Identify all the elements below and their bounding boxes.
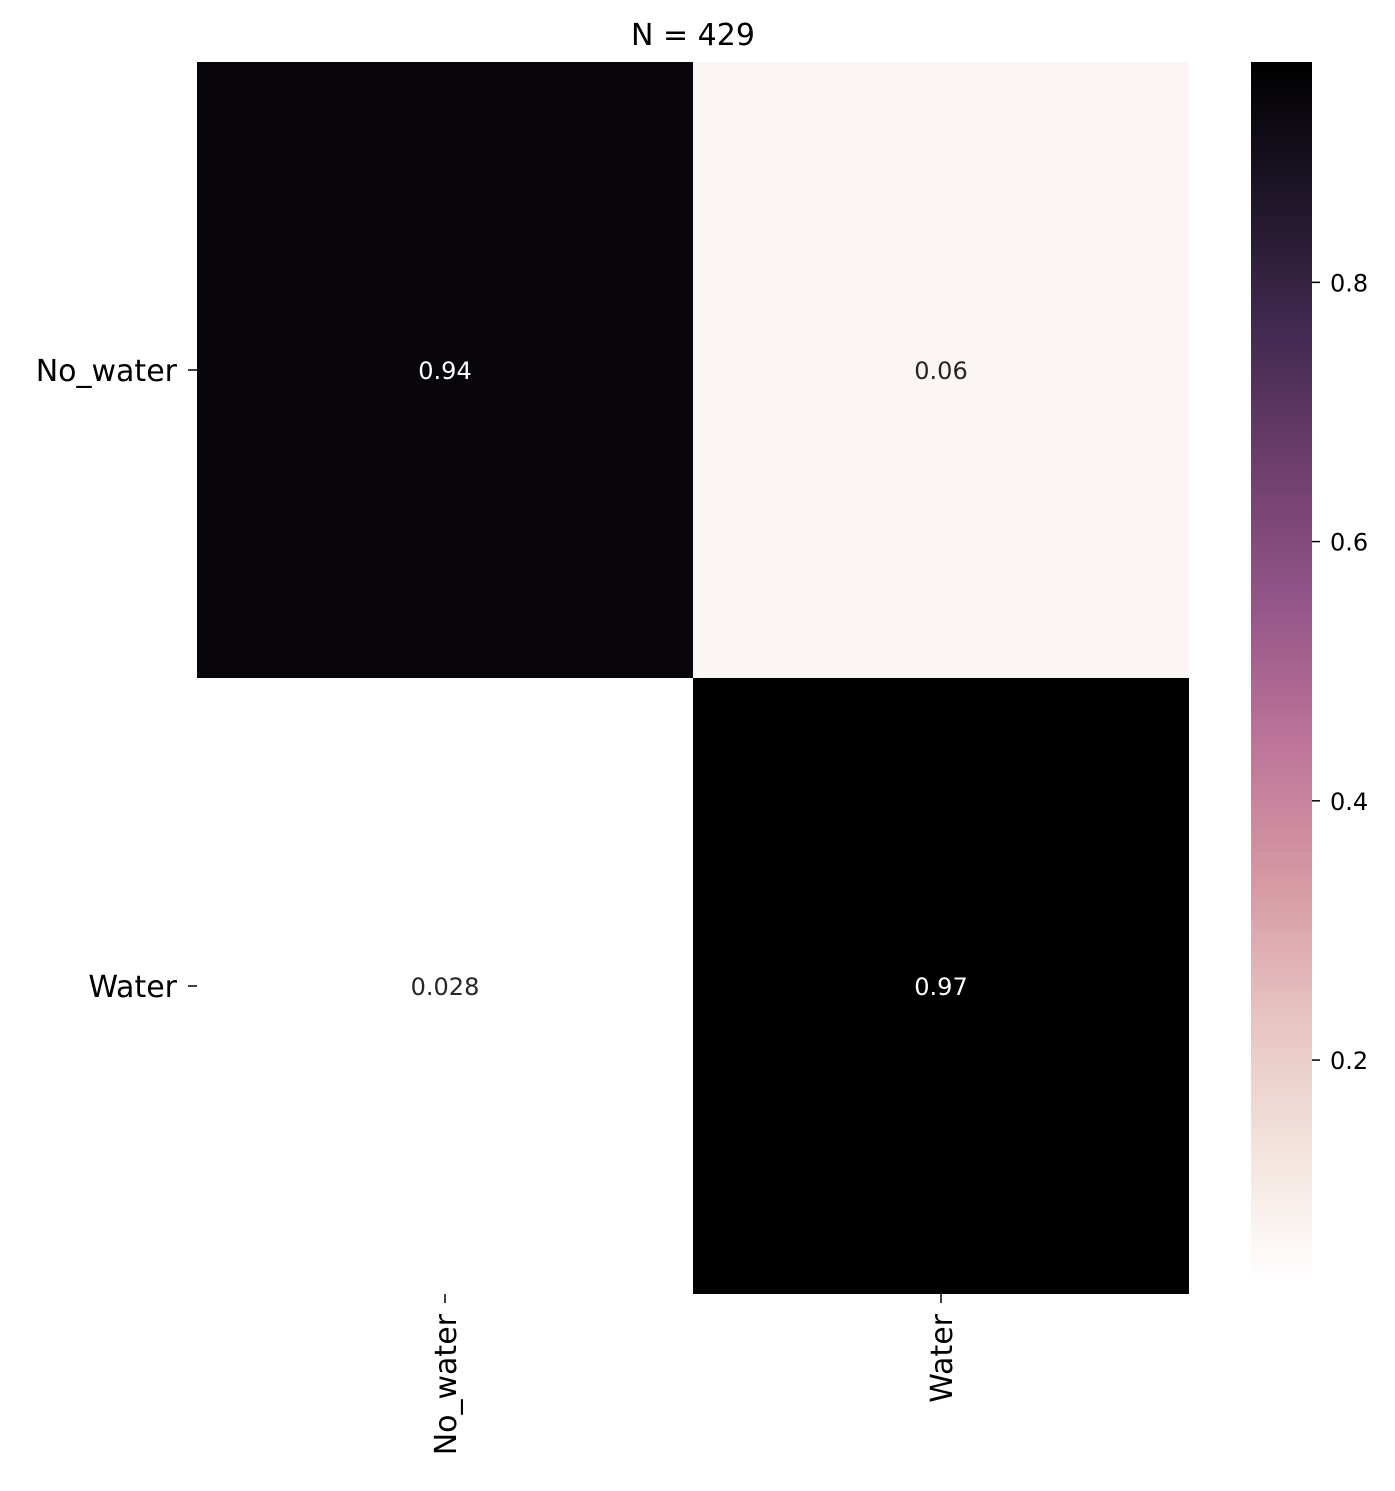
heatmap-cell-water-water: [693, 678, 1189, 1294]
y-axis: No_water Water: [36, 354, 197, 1005]
colorbar: 0.2 0.4 0.6 0.8: [1251, 62, 1368, 1283]
colorbar-tick-label: 0.4: [1330, 788, 1368, 816]
y-tick-label: No_water: [36, 354, 178, 389]
heatmap-cell-water-no_water: [197, 678, 693, 1294]
heatmap-cell-no_water-water: [693, 62, 1189, 678]
colorbar-ticks: 0.2 0.4 0.6 0.8: [1312, 269, 1368, 1075]
cell-value-label: 0.06: [914, 357, 967, 385]
x-tick-label: Water: [925, 1313, 960, 1402]
colorbar-gradient: [1251, 62, 1312, 1283]
colorbar-tick-label: 0.8: [1330, 269, 1368, 297]
cell-value-label: 0.94: [418, 357, 471, 385]
heatmap-cell-labels: 0.94 0.06 0.028 0.97: [411, 357, 968, 1001]
cell-value-label: 0.028: [411, 973, 480, 1001]
heatmap-cell-no_water-no_water: [197, 62, 693, 678]
y-tick-label: Water: [88, 970, 177, 1005]
cell-value-label: 0.97: [914, 973, 967, 1001]
colorbar-tick-label: 0.2: [1330, 1047, 1368, 1075]
colorbar-tick-label: 0.6: [1330, 529, 1368, 557]
x-tick-label: No_water: [429, 1313, 464, 1455]
x-axis: No_water Water: [429, 1294, 960, 1455]
heatmap-cells: [197, 62, 1189, 1294]
chart-title: N = 429: [631, 18, 755, 53]
